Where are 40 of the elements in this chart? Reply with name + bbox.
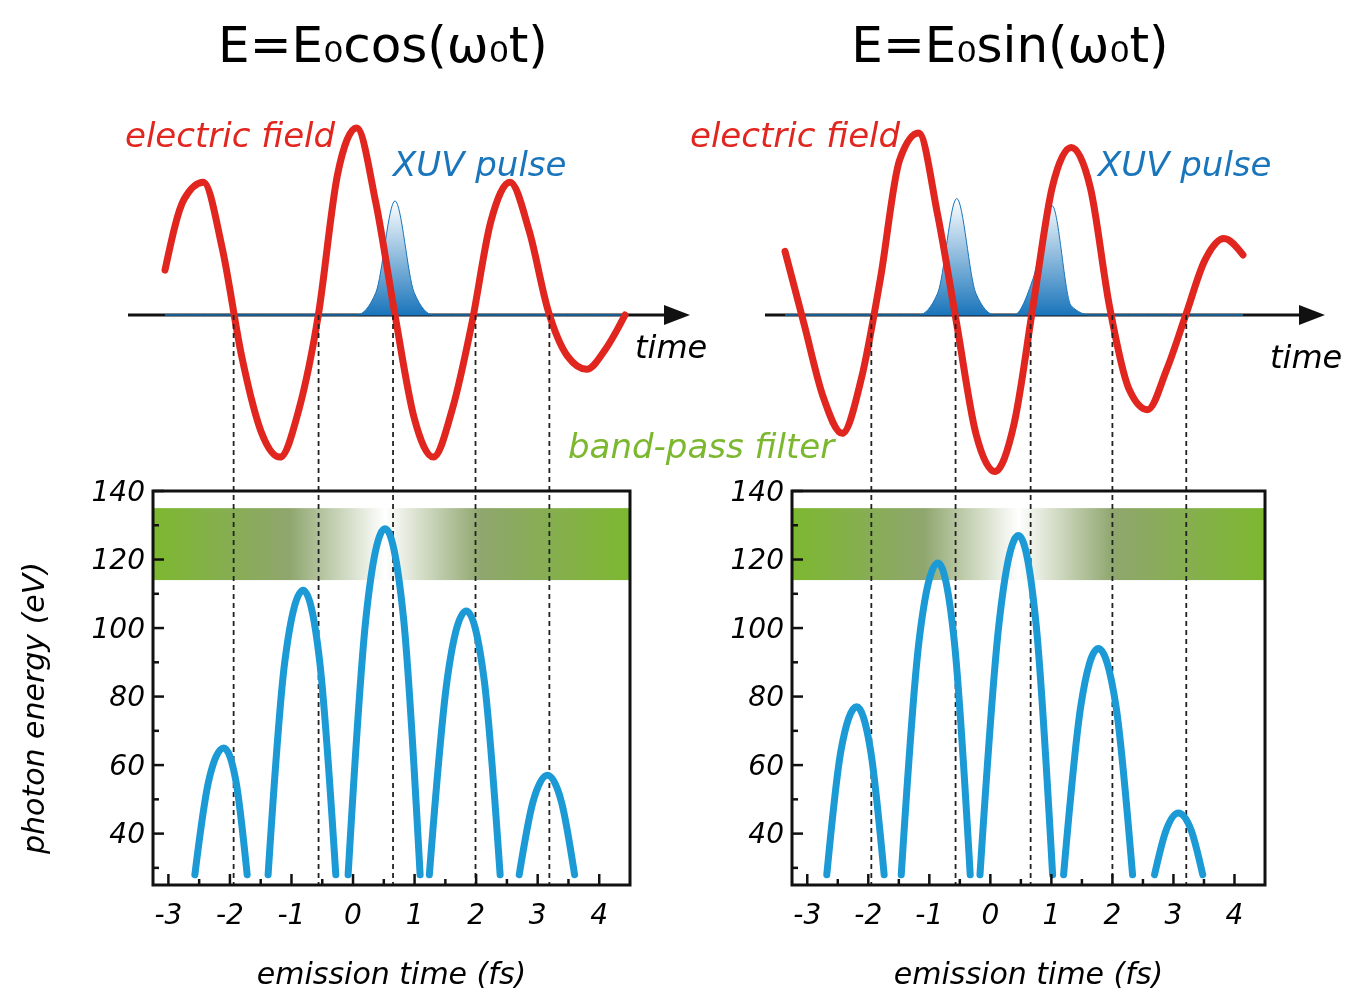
- x-tick-label: 2: [467, 898, 486, 931]
- x-tick-label: -1: [277, 898, 306, 931]
- chart-title: E=E₀sin(ω₀t): [851, 16, 1169, 74]
- y-tick-label: 120: [730, 543, 784, 577]
- x-tick-label: -2: [215, 898, 244, 931]
- y-tick-label: 100: [730, 611, 784, 645]
- series-label: electric field: [125, 115, 336, 155]
- chart-title: E=E₀cos(ω₀t): [218, 16, 548, 74]
- y-tick-label: 140: [730, 474, 784, 508]
- x-tick-label: 1: [405, 898, 424, 931]
- x-tick-label: 3: [528, 898, 547, 931]
- y-tick-label: 40: [748, 817, 784, 851]
- x-axis-title: time: [1270, 338, 1343, 376]
- x-axis-title: emission time (fs): [893, 956, 1164, 991]
- x-tick-label: 0: [344, 898, 362, 931]
- x-tick-label: 1: [1042, 898, 1061, 931]
- x-tick-label: 4: [1225, 898, 1244, 931]
- x-tick-label: -3: [154, 898, 183, 931]
- y-tick-label: 60: [748, 748, 784, 782]
- x-axis-title: time: [635, 328, 708, 366]
- y-tick-label: 80: [109, 680, 145, 714]
- x-tick-label: 2: [1103, 898, 1122, 931]
- y-tick-label: 100: [91, 611, 145, 645]
- y-tick-label: 60: [109, 748, 145, 782]
- series-label: electric field: [690, 115, 901, 155]
- band-label: band-pass filter: [568, 426, 837, 466]
- y-tick-label: 40: [109, 817, 145, 851]
- series-label: XUV pulse: [1096, 144, 1272, 184]
- x-axis-title: emission time (fs): [256, 956, 527, 991]
- y-tick-label: 120: [91, 543, 145, 577]
- y-axis-title: photon energy (eV): [16, 561, 51, 856]
- x-tick-label: -2: [854, 898, 883, 931]
- y-tick-label: 80: [748, 680, 784, 714]
- x-tick-label: -1: [915, 898, 944, 931]
- x-tick-label: -3: [793, 898, 822, 931]
- x-tick-label: 0: [981, 898, 1000, 931]
- series-label: XUV pulse: [391, 144, 567, 184]
- y-tick-label: 140: [91, 474, 145, 508]
- x-tick-label: 4: [590, 898, 609, 931]
- x-tick-label: 3: [1164, 898, 1183, 931]
